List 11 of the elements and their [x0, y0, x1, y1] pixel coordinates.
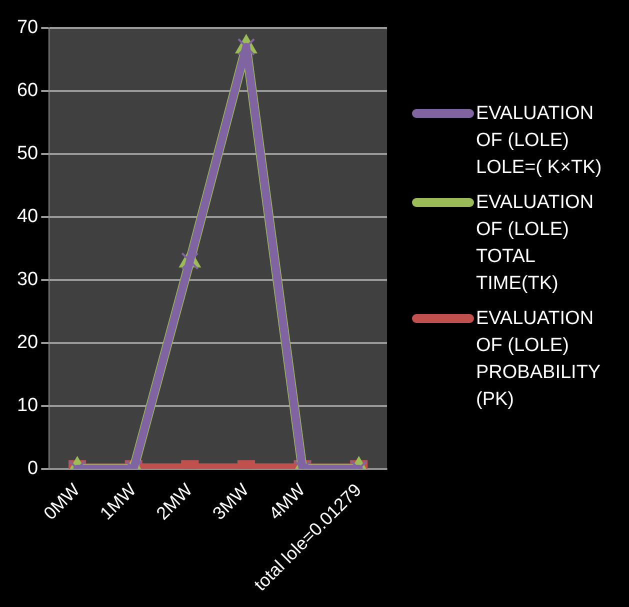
- y-tick-label: 20: [16, 332, 38, 354]
- y-tick-label: 30: [16, 269, 38, 290]
- y-tick-label: 70: [16, 17, 38, 38]
- y-tick-label: 40: [16, 206, 38, 228]
- y-tick-label: 50: [16, 143, 38, 164]
- y-tick-label: 0: [28, 458, 38, 480]
- legend-label: EVALUATION OF (LOLE) PROBABILITY (PK): [476, 307, 602, 412]
- y-tick-label: 10: [16, 395, 38, 416]
- legend-label: EVALUATION OF (LOLE) TOTAL TIME(TK): [476, 191, 595, 296]
- y-tick-label: 60: [16, 80, 38, 102]
- legend-label: EVALUATION OF (LOLE) LOLE=( K×TK): [476, 102, 603, 180]
